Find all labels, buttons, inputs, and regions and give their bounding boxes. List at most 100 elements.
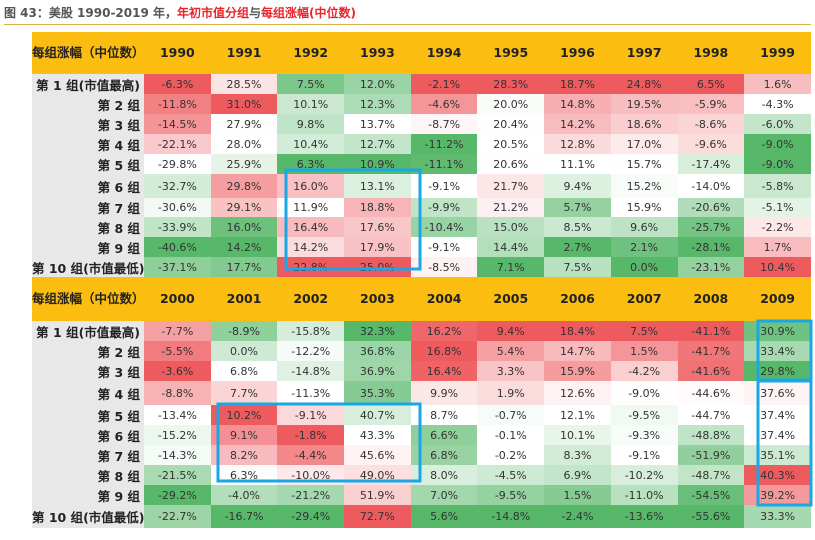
return-cell: 1.5%: [610, 341, 678, 361]
return-cell: 3.3%: [477, 361, 545, 381]
table-row: 第 6 组 -32.7% 29.8% 16.0% 13.1% -9.1% 21.7% 9.4%…: [32, 174, 811, 198]
return-cell: 32.3%: [344, 321, 411, 341]
year-header: 1996: [544, 32, 611, 74]
return-cell: -11.3%: [277, 381, 345, 405]
return-cell: 16.2%: [410, 321, 478, 341]
table-row: 第 10 组(市值最低) -37.1% 17.7% 22.8% 25.0% -8.5% 7.…: [32, 257, 811, 277]
return-cell: -9.1%: [610, 445, 678, 465]
return-cell: -15.2%: [144, 425, 211, 445]
return-cell: -40.6%: [144, 237, 211, 257]
return-cell: 29.1%: [210, 198, 278, 217]
return-cell: 17.7%: [210, 257, 278, 277]
return-cell: 13.7%: [344, 114, 411, 134]
return-cell: -1.8%: [277, 425, 345, 445]
return-cell: 6.8%: [210, 361, 278, 381]
header-label: 每组涨幅（中位数）: [32, 32, 145, 74]
return-cell: 35.1%: [744, 445, 811, 465]
year-header: 2008: [677, 277, 745, 321]
group-label: 第 3 组: [32, 114, 144, 134]
return-cell: 11.1%: [544, 154, 611, 174]
return-cell: 33.3%: [744, 505, 811, 528]
return-cell: 10.9%: [344, 154, 411, 174]
return-cell: -48.7%: [677, 465, 745, 485]
return-cell: 27.9%: [210, 114, 278, 134]
year-header: 2004: [410, 277, 478, 321]
year-header: 1999: [744, 32, 811, 74]
return-cell: -5.8%: [744, 174, 811, 198]
group-label: 第 6 组: [32, 174, 144, 198]
return-cell: 21.2%: [477, 198, 545, 217]
return-cell: -23.1%: [677, 257, 745, 277]
group-label: 第 7 组: [32, 198, 144, 217]
return-cell: 37.6%: [744, 381, 811, 405]
return-cell: -11.8%: [144, 94, 211, 114]
return-cell: -0.2%: [477, 445, 545, 465]
return-cell: -44.6%: [677, 381, 745, 405]
return-cell: -13.4%: [144, 405, 211, 425]
return-cell: -14.0%: [677, 174, 745, 198]
return-cell: 40.7%: [344, 405, 411, 425]
return-cell: 28.5%: [210, 74, 278, 94]
return-cell: 8.5%: [544, 217, 611, 237]
return-cell: -41.1%: [677, 321, 745, 341]
return-cell: 7.7%: [210, 381, 278, 405]
year-header: 1991: [210, 32, 278, 74]
return-cell: 36.9%: [344, 361, 411, 381]
return-cell: 16.4%: [410, 361, 478, 381]
return-cell: -10.2%: [610, 465, 678, 485]
return-cell: 5.7%: [544, 198, 611, 217]
return-cell: 45.6%: [344, 445, 411, 465]
return-cell: 15.9%: [544, 361, 611, 381]
return-cell: 35.3%: [344, 381, 411, 405]
return-cell: 9.6%: [610, 217, 678, 237]
table-row: 第 4 组 -22.1% 28.0% 10.4% 12.7% -11.2% 20.5% 12.…: [32, 134, 811, 154]
table-row: 第 8 组 -21.5% 6.3% -10.0% 49.0% 8.0% -4.5% 6.9% -…: [32, 465, 811, 485]
header-label: 每组涨幅（中位数）: [32, 277, 145, 321]
return-cell: -7.7%: [144, 321, 211, 341]
group-label: 第 10 组(市值最低): [32, 505, 145, 528]
return-cell: 6.3%: [277, 154, 345, 174]
return-cell: -9.6%: [677, 134, 745, 154]
return-cell: -41.6%: [677, 361, 745, 381]
return-cell: 11.9%: [277, 198, 345, 217]
return-cell: 15.2%: [610, 174, 678, 198]
year-header: 2001: [210, 277, 278, 321]
group-label: 第 4 组: [32, 134, 144, 154]
return-cell: -4.4%: [277, 445, 345, 465]
return-cell: 9.1%: [210, 425, 278, 445]
return-cell: 24.8%: [610, 74, 678, 94]
return-cell: -4.5%: [477, 465, 545, 485]
return-cell: 33.4%: [744, 341, 811, 361]
group-label: 第 8 组: [32, 217, 144, 237]
year-header: 1995: [477, 32, 545, 74]
return-cell: -10.4%: [410, 217, 478, 237]
return-cell: -28.1%: [677, 237, 745, 257]
return-cell: -5.9%: [677, 94, 745, 114]
return-cell: -33.9%: [144, 217, 211, 237]
group-label: 第 3 组: [32, 361, 144, 381]
return-cell: -8.6%: [677, 114, 745, 134]
return-cell: 20.5%: [477, 134, 545, 154]
return-cell: -14.3%: [144, 445, 211, 465]
return-cell: -0.7%: [477, 405, 545, 425]
return-cell: 6.9%: [544, 465, 611, 485]
return-cell: -12.2%: [277, 341, 345, 361]
return-cell: 12.6%: [544, 381, 611, 405]
return-cell: 16.8%: [410, 341, 478, 361]
return-cell: 0.0%: [610, 257, 678, 277]
return-cell: 9.4%: [477, 321, 545, 341]
return-cell: 16.4%: [277, 217, 345, 237]
return-cell: -11.0%: [610, 485, 678, 505]
return-cell: -9.9%: [410, 198, 478, 217]
year-header: 2006: [544, 277, 611, 321]
return-cell: 14.2%: [544, 114, 611, 134]
return-cell: 0.0%: [210, 341, 278, 361]
return-cell: 7.1%: [477, 257, 545, 277]
return-cell: -20.6%: [677, 198, 745, 217]
return-cell: 20.0%: [477, 94, 545, 114]
return-cell: 7.5%: [277, 74, 345, 94]
return-cell: 9.4%: [544, 174, 611, 198]
return-cell: 6.6%: [410, 425, 478, 445]
return-cell: 15.0%: [477, 217, 545, 237]
group-label: 第 5 组: [32, 154, 144, 174]
